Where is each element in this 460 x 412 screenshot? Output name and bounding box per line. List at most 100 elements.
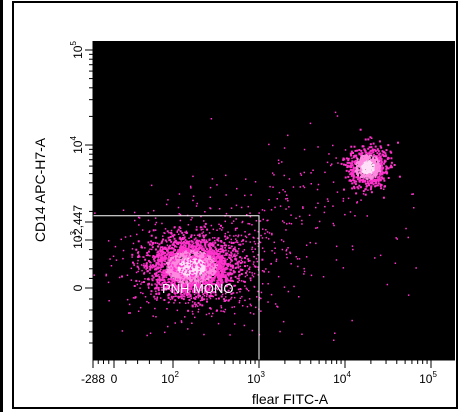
- event-dot: [180, 281, 183, 283]
- event-dot: [170, 240, 173, 243]
- event-dot: [130, 267, 133, 270]
- event-dot: [179, 213, 182, 216]
- event-dot: [221, 262, 224, 265]
- event-dot: [352, 177, 355, 180]
- y-tick-label: 105: [69, 41, 85, 59]
- event-dot: [371, 169, 374, 172]
- event-dot: [154, 236, 157, 239]
- event-dot: [207, 268, 209, 270]
- event-dot: [225, 212, 228, 215]
- event-dot: [203, 263, 206, 266]
- event-dot: [164, 232, 166, 234]
- event-dot: [172, 256, 175, 259]
- event-dot: [205, 255, 207, 258]
- event-dot: [244, 256, 246, 259]
- event-dot: [201, 264, 204, 267]
- event-dot: [148, 268, 151, 271]
- event-dot: [202, 263, 205, 265]
- event-dot: [246, 305, 249, 308]
- event-dot: [154, 273, 156, 276]
- event-dot: [355, 156, 358, 159]
- event-dot: [299, 172, 302, 175]
- event-dot: [170, 273, 172, 275]
- event-dot: [212, 295, 214, 298]
- event-dot: [253, 256, 255, 258]
- event-dot: [222, 260, 225, 262]
- event-dot: [213, 243, 215, 245]
- event-dot: [158, 266, 161, 269]
- event-dot: [247, 258, 250, 261]
- event-dot: [172, 250, 175, 252]
- event-dot: [188, 243, 191, 246]
- event-dot: [158, 276, 161, 279]
- event-dot: [190, 276, 193, 279]
- event-dot: [197, 294, 200, 297]
- event-dot: [177, 257, 179, 259]
- event-dot: [367, 189, 369, 191]
- event-dot: [370, 159, 373, 162]
- plot-background: [93, 41, 455, 360]
- event-dot: [372, 171, 375, 174]
- event-dot: [209, 297, 212, 300]
- event-dot: [360, 162, 362, 165]
- event-dot: [133, 264, 135, 267]
- event-dot: [197, 279, 200, 282]
- event-dot: [203, 220, 205, 222]
- event-dot: [371, 157, 374, 160]
- event-dot: [156, 296, 159, 298]
- event-dot: [367, 163, 370, 166]
- event-dot: [375, 165, 377, 168]
- event-dot: [356, 158, 359, 161]
- event-dot: [171, 284, 173, 286]
- event-dot: [191, 301, 194, 303]
- event-dot: [190, 262, 193, 265]
- event-dot: [177, 274, 180, 277]
- event-dot: [157, 286, 160, 289]
- event-dot: [177, 264, 179, 266]
- event-dot: [365, 185, 368, 188]
- event-dot: [196, 265, 199, 268]
- event-dot: [225, 244, 228, 247]
- event-dot: [195, 226, 198, 228]
- event-dot: [208, 284, 211, 287]
- event-dot: [177, 295, 180, 298]
- event-dot: [151, 278, 153, 280]
- event-dot: [375, 182, 378, 184]
- event-dot: [195, 289, 197, 292]
- event-dots: [93, 111, 417, 341]
- event-dot: [367, 160, 370, 163]
- event-dot: [245, 271, 247, 274]
- event-dot: [132, 261, 134, 264]
- event-dot: [233, 312, 236, 315]
- event-dot: [355, 176, 358, 179]
- event-dot: [246, 265, 249, 267]
- event-dot: [167, 293, 170, 296]
- event-dot: [231, 245, 233, 248]
- event-dot: [224, 299, 226, 302]
- event-dot: [193, 248, 196, 251]
- event-dot: [353, 145, 356, 148]
- event-dot: [182, 238, 184, 240]
- event-dot: [210, 282, 212, 284]
- event-dot: [365, 151, 368, 154]
- event-dot: [265, 268, 267, 270]
- event-dot: [233, 271, 235, 273]
- event-dot: [205, 264, 208, 266]
- event-dot: [173, 258, 175, 260]
- event-dot: [196, 279, 199, 282]
- event-dot: [221, 271, 223, 273]
- event-dot: [152, 229, 155, 232]
- event-dot: [227, 289, 230, 292]
- event-dot: [350, 145, 353, 148]
- event-dot: [376, 152, 379, 155]
- event-dot: [169, 263, 172, 265]
- event-dot: [367, 147, 370, 150]
- event-dot: [263, 271, 265, 273]
- event-dot: [122, 257, 124, 260]
- event-dot: [231, 253, 233, 255]
- event-dot: [223, 271, 225, 274]
- event-dot: [183, 248, 186, 251]
- event-dot: [206, 290, 209, 293]
- event-dot: [191, 265, 193, 267]
- event-dot: [350, 164, 352, 167]
